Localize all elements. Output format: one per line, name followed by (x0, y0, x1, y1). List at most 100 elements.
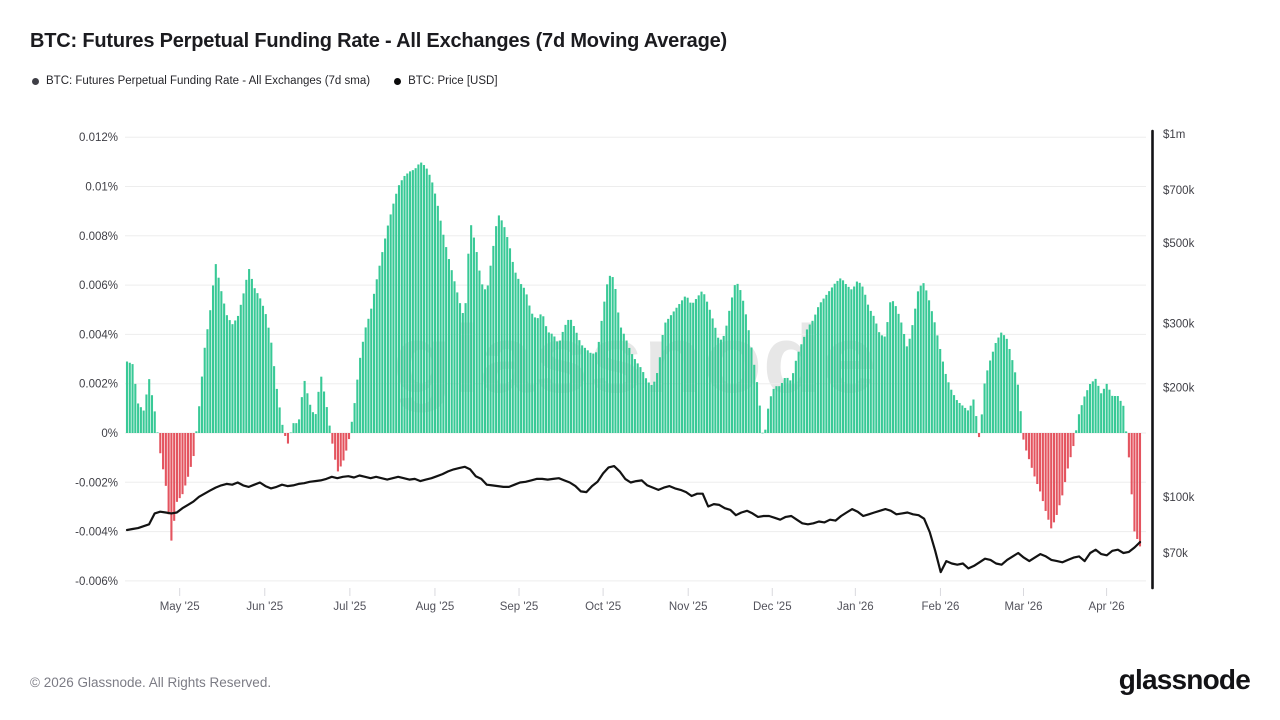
legend-item-price[interactable]: BTC: Price [USD] (394, 75, 498, 87)
x-axis-tick-label: Sep '25 (500, 601, 539, 613)
funding-rate-bar (486, 285, 489, 433)
funding-rate-bar (209, 310, 212, 433)
funding-rate-bar (1097, 385, 1100, 433)
funding-rate-bar (250, 278, 253, 433)
funding-rate-bar (370, 308, 373, 433)
funding-rate-bar (464, 303, 467, 433)
legend-label-price: BTC: Price [USD] (408, 75, 498, 87)
legend-item-funding-rate[interactable]: BTC: Futures Perpetual Funding Rate - Al… (32, 75, 370, 87)
funding-rate-bar (817, 307, 820, 433)
funding-rate-bar (594, 352, 598, 433)
left-axis-tick-label: -0.004% (75, 527, 118, 539)
funding-rate-bar (1091, 381, 1094, 433)
funding-rate-bar (125, 361, 129, 433)
funding-rate-bar (339, 433, 342, 467)
funding-rate-bar (217, 277, 220, 433)
funding-rate-bar (681, 300, 684, 433)
funding-rate-bar (483, 289, 487, 433)
funding-rate-bar (431, 182, 434, 433)
funding-rate-bar (561, 331, 564, 433)
funding-rate-bar (1022, 433, 1025, 440)
funding-rate-bar (783, 378, 786, 433)
funding-rate-bar (642, 372, 645, 433)
funding-rate-bar (420, 162, 423, 433)
funding-rate-bar (1113, 396, 1117, 433)
funding-rate-bar (986, 370, 989, 433)
funding-rate-bar (1086, 390, 1089, 433)
left-axis-tick-label: 0.002% (79, 379, 118, 391)
funding-rate-bar (1127, 433, 1130, 458)
funding-rate-bar (750, 347, 753, 433)
funding-rate-bar (597, 341, 600, 433)
funding-rate-bar (495, 226, 498, 433)
funding-rate-bar (1083, 396, 1086, 433)
funding-rate-bar (633, 359, 636, 433)
left-axis-tick-label: 0% (101, 428, 118, 440)
funding-rate-bar (267, 327, 270, 433)
funding-rate-bar (869, 310, 872, 433)
funding-rate-bar (858, 282, 861, 433)
funding-rate-bar (911, 325, 914, 433)
funding-rate-bar (187, 433, 190, 477)
funding-rate-bar (897, 313, 900, 433)
x-axis-tick-label: Jun '25 (246, 601, 283, 613)
funding-rate-bar (328, 425, 331, 433)
funding-rate-bar (159, 433, 162, 454)
funding-rate-bar (964, 407, 967, 433)
funding-rate-bar (839, 278, 842, 433)
funding-rate-bar (1111, 395, 1114, 433)
funding-rate-bar (189, 433, 192, 467)
funding-rate-bar (930, 311, 933, 433)
funding-rate-bar (614, 289, 617, 433)
funding-rate-bar (542, 316, 545, 433)
funding-rate-bar (722, 335, 725, 433)
funding-rate-bar (581, 345, 584, 433)
funding-rate-bar (303, 380, 306, 433)
funding-rate-bar (184, 433, 187, 486)
funding-rate-bar (928, 300, 931, 433)
funding-rate-bar (708, 309, 711, 433)
funding-rate-bar (239, 304, 242, 433)
funding-rate-bar (600, 320, 603, 433)
funding-rate-bar (164, 433, 167, 486)
funding-rate-bar (453, 281, 456, 433)
funding-rate-bar (919, 285, 922, 433)
funding-rate-bar (550, 333, 553, 433)
funding-rate-bar (545, 326, 548, 433)
funding-rate-bar (853, 286, 856, 433)
funding-rate-bar (589, 352, 592, 433)
funding-rate-bar (1039, 433, 1042, 492)
funding-rate-bar (1005, 338, 1008, 433)
funding-rate-bar (392, 203, 395, 433)
funding-rate-bar (941, 361, 944, 433)
funding-rate-bar (1130, 433, 1133, 495)
funding-rate-bar (669, 315, 673, 433)
funding-rate-bar (506, 237, 509, 433)
funding-rate-bar (861, 286, 864, 433)
funding-rate-bar (1102, 388, 1105, 433)
funding-rate-bar (728, 310, 731, 433)
funding-rate-bar (1030, 433, 1033, 468)
funding-rate-bar (692, 302, 695, 433)
funding-rate-bar (150, 395, 154, 433)
funding-rate-bar (520, 284, 523, 433)
funding-rate-bar (753, 364, 756, 433)
funding-rate-bar (139, 407, 142, 433)
funding-rate-bar (253, 288, 256, 433)
funding-rate-bar (891, 301, 895, 433)
funding-rate-bar (395, 193, 398, 433)
funding-rate-bar (703, 294, 706, 433)
funding-rate-bar (292, 423, 295, 433)
funding-rate-bar (608, 275, 611, 433)
funding-rate-bar (631, 354, 634, 433)
funding-rate-bar (683, 296, 686, 433)
funding-rate-bar (1116, 396, 1119, 433)
funding-rate-bar (883, 336, 886, 433)
funding-rate-bar (653, 381, 656, 433)
funding-rate-bar (872, 315, 875, 433)
funding-rate-bar (672, 311, 675, 433)
right-axis-tick-label: $200k (1163, 383, 1195, 395)
funding-rate-bar (422, 165, 426, 434)
